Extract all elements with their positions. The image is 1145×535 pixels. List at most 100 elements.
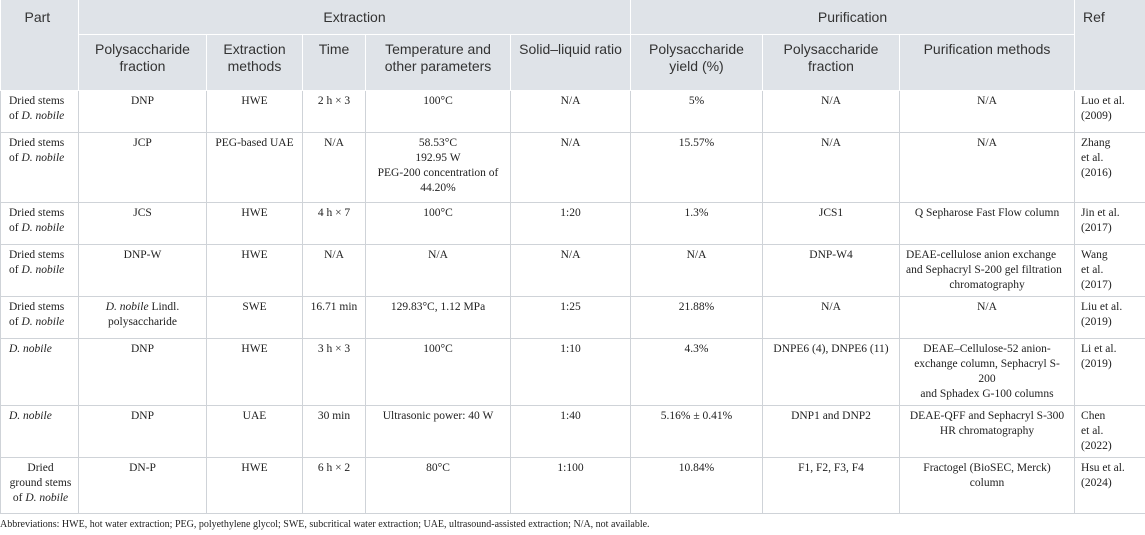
cell-purification-fraction: DNP1 and DNP2 <box>762 405 900 458</box>
cell-yield: 4.3% <box>630 338 763 406</box>
cell-ratio: 1:40 <box>510 405 631 458</box>
table-row: D. nobile DNP UAE 30 min Ultrasonic powe… <box>0 405 1145 458</box>
cell-purification-fraction: F1, F2, F3, F4 <box>762 457 900 514</box>
cell-purification-fraction: JCS1 <box>762 202 900 245</box>
cell-part: Dried stems of D. nobile <box>0 202 79 245</box>
cell-temperature: Ultrasonic power: 40 W <box>365 405 511 458</box>
cell-purification-methods: N/A <box>898 296 1076 339</box>
cell-time: 2 h × 3 <box>302 90 366 133</box>
cell-fraction: DNP-W <box>78 244 207 297</box>
cell-time: 16.71 min <box>302 296 366 339</box>
table-row: Dried stems of D. nobile JCP PEG-based UA… <box>0 132 1145 203</box>
cell-ratio: 1:20 <box>510 202 631 245</box>
header-extraction: Extraction <box>78 0 631 35</box>
cell-fraction: DN-P <box>78 457 207 514</box>
table-row: Dried stems of D. nobile JCS HWE 4 h × 7 … <box>0 202 1145 245</box>
cell-fraction: DNP <box>78 338 207 406</box>
cell-yield: 5% <box>630 90 763 133</box>
cell-time: 30 min <box>302 405 366 458</box>
cell-yield: 15.57% <box>630 132 763 203</box>
cell-yield: 1.3% <box>630 202 763 245</box>
cell-ref: Hsu et al. (2024) <box>1074 457 1145 514</box>
cell-purification-methods: Q Sepharose Fast Flow column <box>898 202 1076 245</box>
cell-ref: Luo et al. (2009) <box>1074 90 1145 133</box>
cell-method: UAE <box>206 405 303 458</box>
cell-ref: Wang et al. (2017) <box>1074 244 1145 297</box>
cell-purification-methods: Fractogel (BioSEC, Merck) column <box>898 457 1076 514</box>
cell-purification-methods: DEAE-QFF and Sephacryl S-300 HR chromatog… <box>898 405 1076 458</box>
header-temperature: Temperature and other parameters <box>365 34 511 91</box>
cell-yield: 10.84% <box>630 457 763 514</box>
cell-ref: Chen et al. (2022) <box>1074 405 1145 458</box>
cell-part: Dried stems of D. nobile <box>0 296 79 339</box>
cell-fraction: D. nobile Lindl. polysaccharide <box>78 296 207 339</box>
cell-ratio: N/A <box>510 132 631 203</box>
cell-purification-methods: N/A <box>898 90 1076 133</box>
cell-ref: Li et al. (2019) <box>1074 338 1145 406</box>
cell-temperature: 129.83°C, 1.12 MPa <box>365 296 511 339</box>
cell-yield: 21.88% <box>630 296 763 339</box>
header-time: Time <box>302 34 366 91</box>
cell-method: HWE <box>206 244 303 297</box>
cell-temperature: 100°C <box>365 202 511 245</box>
cell-purification-methods: N/A <box>898 132 1076 203</box>
cell-time: 6 h × 2 <box>302 457 366 514</box>
cell-time: N/A <box>302 132 366 203</box>
cell-purification-fraction: DNP-W4 <box>762 244 900 297</box>
cell-part: D. nobile <box>0 338 79 406</box>
cell-purification-fraction: N/A <box>762 132 900 203</box>
cell-method: HWE <box>206 202 303 245</box>
cell-temperature: 58.53°C 192.95 W PEG-200 concentration of 4… <box>365 132 511 203</box>
cell-temperature: N/A <box>365 244 511 297</box>
cell-part: Dried stems of D. nobile <box>0 244 79 297</box>
cell-purification-fraction: DNPE6 (4), DNPE6 (11) <box>762 338 900 406</box>
cell-ref: Jin et al. (2017) <box>1074 202 1145 245</box>
header-part: Part <box>0 0 79 91</box>
cell-method: SWE <box>206 296 303 339</box>
cell-ratio: 1:25 <box>510 296 631 339</box>
cell-yield: N/A <box>630 244 763 297</box>
cell-method: PEG-based UAE <box>206 132 303 203</box>
cell-purification-methods: DEAE-cellulose anion exchange and Sephacr… <box>898 244 1076 297</box>
cell-yield: 5.16% ± 0.41% <box>630 405 763 458</box>
cell-temperature: 100°C <box>365 338 511 406</box>
cell-temperature: 100°C <box>365 90 511 133</box>
header-purification-fraction: Polysaccharide fraction <box>762 34 900 91</box>
polysaccharide-table: Part Extraction Purification Ref Polysac… <box>0 0 1145 514</box>
cell-time: 4 h × 7 <box>302 202 366 245</box>
table-row: Dried stems of D. nobile DNP-W HWE N/A N/… <box>0 244 1145 297</box>
header-yield: Polysaccharide yield (%) <box>630 34 763 91</box>
cell-ref: Liu et al. (2019) <box>1074 296 1145 339</box>
table-row: Dried stems of D. nobile DNP HWE 2 h × 3 … <box>0 90 1145 133</box>
cell-ratio: N/A <box>510 244 631 297</box>
cell-ratio: N/A <box>510 90 631 133</box>
cell-method: HWE <box>206 338 303 406</box>
cell-ratio: 1:10 <box>510 338 631 406</box>
cell-part: Dried stems of D. nobile <box>0 132 79 203</box>
cell-purification-methods: DEAE–Cellulose-52 anion-exchange column,… <box>898 338 1076 406</box>
cell-part: Dried ground stems of D. nobile <box>0 457 79 514</box>
table-row: D. nobile DNP HWE 3 h × 3 100°C 1:10 4.3… <box>0 338 1145 406</box>
header-ref: Ref <box>1074 0 1145 91</box>
cell-fraction: JCP <box>78 132 207 203</box>
cell-part: D. nobile <box>0 405 79 458</box>
cell-method: HWE <box>206 457 303 514</box>
table-row: Dried stems of D. nobile D. nobile Lindl.… <box>0 296 1145 339</box>
header-purification: Purification <box>630 0 1076 35</box>
abbreviations-footnote: Abbreviations: HWE, hot water extraction… <box>0 519 650 530</box>
header-extraction-methods: Extraction methods <box>206 34 303 91</box>
header-solid-liquid-ratio: Solid–liquid ratio <box>510 34 631 91</box>
cell-method: HWE <box>206 90 303 133</box>
cell-time: 3 h × 3 <box>302 338 366 406</box>
header-purification-methods: Purification methods <box>899 34 1076 91</box>
cell-fraction: DNP <box>78 405 207 458</box>
cell-time: N/A <box>302 244 366 297</box>
cell-purification-fraction: N/A <box>762 296 900 339</box>
table-row: Dried ground stems of D. nobile DN-P HWE 6… <box>0 457 1145 514</box>
cell-ref: Zhang et al. (2016) <box>1074 132 1145 203</box>
header-extraction-fraction: Polysaccharide fraction <box>78 34 207 91</box>
cell-purification-fraction: N/A <box>762 90 900 133</box>
cell-part: Dried stems of D. nobile <box>0 90 79 133</box>
cell-ratio: 1:100 <box>510 457 631 514</box>
cell-temperature: 80°C <box>365 457 511 514</box>
